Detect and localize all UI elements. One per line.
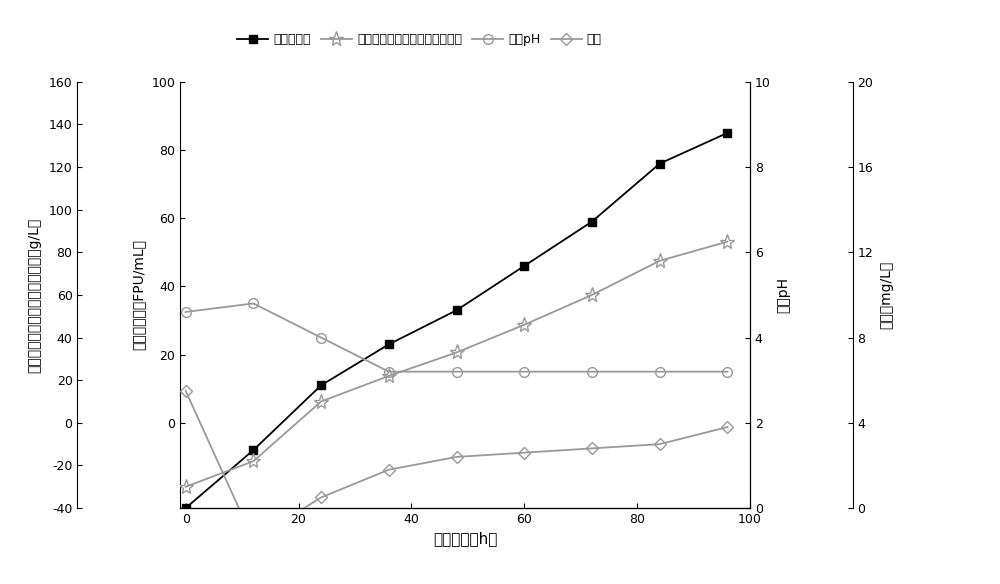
X-axis label: 发酵时间（h）: 发酵时间（h） bbox=[433, 531, 497, 547]
Y-axis label: 酶解生物质材料获得的可发酵糖（g/L）: 酶解生物质材料获得的可发酵糖（g/L） bbox=[28, 217, 42, 373]
Y-axis label: 溶氧（mg/L）: 溶氧（mg/L） bbox=[879, 261, 893, 329]
Legend: 粗酶液酵活, 酶解生物质材料获得的可发酵糖, 发酵pH, 溶氧: 粗酶液酵活, 酶解生物质材料获得的可发酵糖, 发酵pH, 溶氧 bbox=[232, 29, 607, 51]
Y-axis label: 发酵pH: 发酵pH bbox=[776, 277, 790, 313]
Y-axis label: 粗酶液酵活（FPU/mL）: 粗酶液酵活（FPU/mL） bbox=[132, 239, 146, 350]
